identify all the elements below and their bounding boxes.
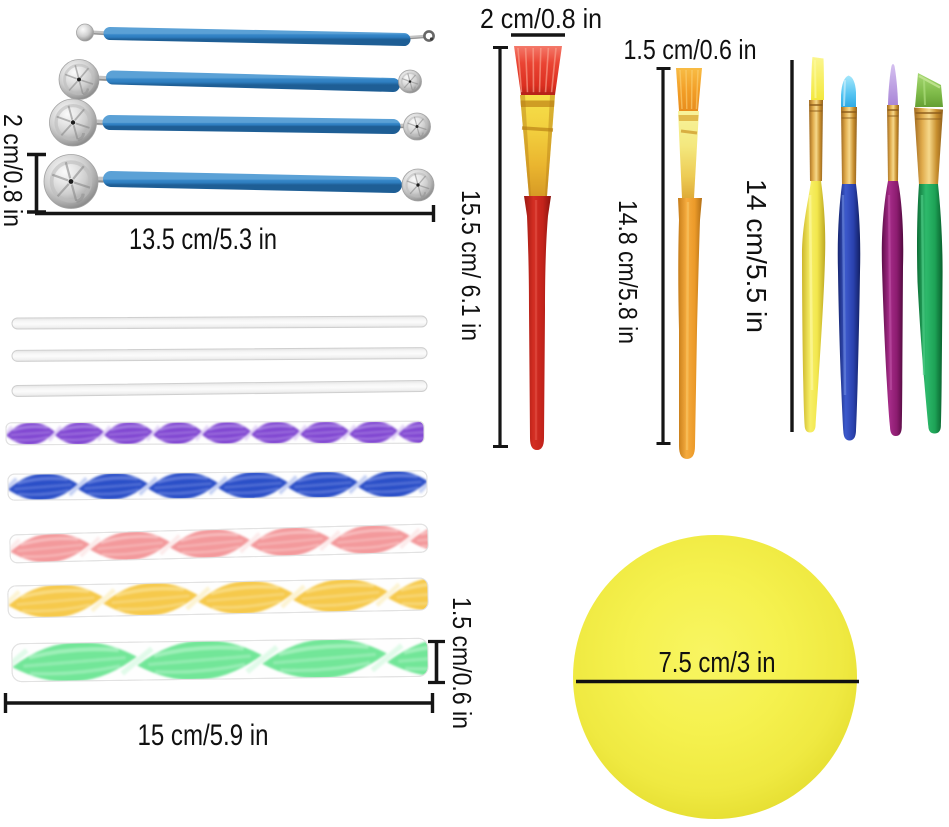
- svg-text:2 cm/0.8 in: 2 cm/0.8 in: [480, 3, 602, 34]
- svg-text:15 cm/5.9 in: 15 cm/5.9 in: [138, 719, 269, 752]
- svg-text:14.8 cm/5.8 in: 14.8 cm/5.8 in: [613, 200, 643, 344]
- svg-text:2 cm/0.8 in: 2 cm/0.8 in: [0, 114, 28, 227]
- svg-text:1.5 cm/0.6 in: 1.5 cm/0.6 in: [624, 34, 757, 65]
- svg-text:15.5 cm/ 6.1 in: 15.5 cm/ 6.1 in: [456, 190, 486, 341]
- svg-text:13.5 cm/5.3 in: 13.5 cm/5.3 in: [129, 223, 277, 256]
- svg-text:7.5 cm/3 in: 7.5 cm/3 in: [659, 647, 776, 679]
- svg-text:1.5 cm/0.6 in: 1.5 cm/0.6 in: [447, 597, 477, 729]
- svg-text:14 cm/5.5 in: 14 cm/5.5 in: [741, 179, 772, 333]
